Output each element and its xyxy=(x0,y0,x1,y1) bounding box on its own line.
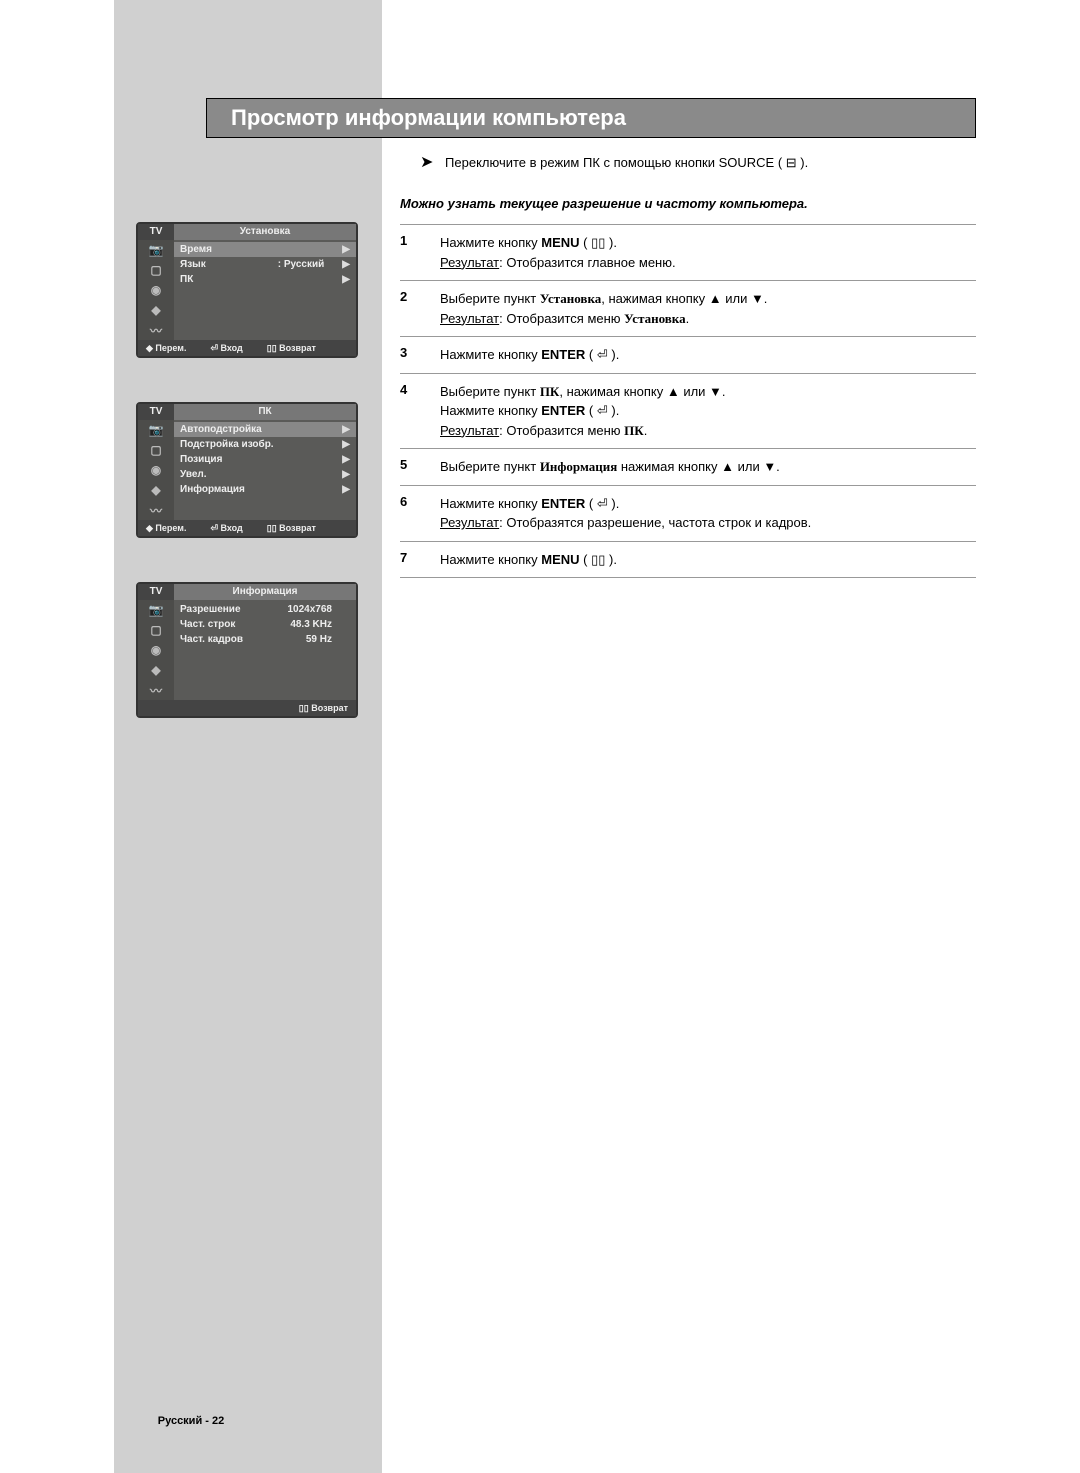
subtitle: Можно узнать текущее разрешение и частот… xyxy=(400,196,808,211)
step-number: 3 xyxy=(400,345,440,365)
step: 5Выберите пункт Информация нажимая кнопк… xyxy=(400,448,976,485)
page-title-bar: Просмотр информации компьютера xyxy=(206,98,976,138)
step-number: 7 xyxy=(400,550,440,570)
step-number: 1 xyxy=(400,233,440,272)
step: 4Выберите пункт ПК, нажимая кнопку ▲ или… xyxy=(400,373,976,449)
step-text: Нажмите кнопку ENTER ( ⏎ ). xyxy=(440,345,976,365)
manual-page: Просмотр информации компьютера ➤ Переклю… xyxy=(0,0,1080,1473)
intro-line: ➤ Переключите в режим ПК с помощью кнопк… xyxy=(420,152,808,172)
step-text: Нажмите кнопку MENU ( ▯▯ ). xyxy=(440,550,976,570)
page-number: Русский - 22 xyxy=(0,1415,382,1427)
osd-setup: TVУстановка📷▢◉◆〰Время▶Язык: Русский▶ПК▶◆… xyxy=(136,222,358,358)
arrow-icon: ➤ xyxy=(420,154,433,171)
step-number: 5 xyxy=(400,457,440,477)
step: 1Нажмите кнопку MENU ( ▯▯ ).Результат: О… xyxy=(400,224,976,280)
step: 2Выберите пункт Установка, нажимая кнопк… xyxy=(400,280,976,336)
step: 6Нажмите кнопку ENTER ( ⏎ ).Результат: О… xyxy=(400,485,976,541)
osd-pc: TVПК📷▢◉◆〰Автоподстройка▶Подстройка изобр… xyxy=(136,402,358,538)
step-text: Нажмите кнопку MENU ( ▯▯ ).Результат: От… xyxy=(440,233,976,272)
step-number: 2 xyxy=(400,289,440,328)
steps-list: 1Нажмите кнопку MENU ( ▯▯ ).Результат: О… xyxy=(400,224,976,578)
grey-sidebar xyxy=(114,0,382,1473)
osd-info: TVИнформация📷▢◉◆〰Разрешение1024x768Част.… xyxy=(136,582,358,718)
step: 3Нажмите кнопку ENTER ( ⏎ ). xyxy=(400,336,976,373)
step: 7Нажмите кнопку MENU ( ▯▯ ). xyxy=(400,541,976,579)
step-text: Нажмите кнопку ENTER ( ⏎ ).Результат: От… xyxy=(440,494,976,533)
step-text: Выберите пункт Установка, нажимая кнопку… xyxy=(440,289,976,328)
page-title: Просмотр информации компьютера xyxy=(231,105,626,131)
step-number: 4 xyxy=(400,382,440,441)
step-text: Выберите пункт ПК, нажимая кнопку ▲ или … xyxy=(440,382,976,441)
step-number: 6 xyxy=(400,494,440,533)
step-text: Выберите пункт Информация нажимая кнопку… xyxy=(440,457,976,477)
